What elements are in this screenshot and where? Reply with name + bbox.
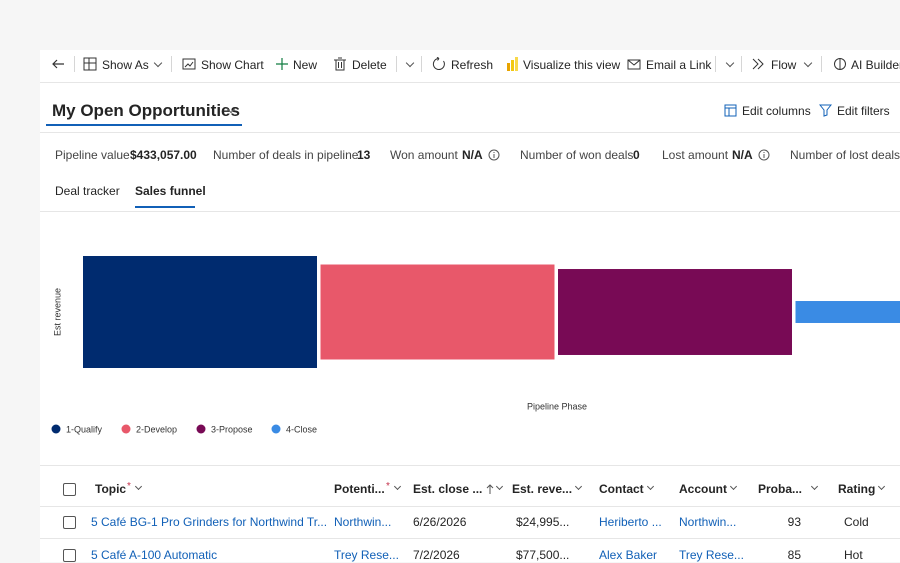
cell: 93 (752, 514, 801, 530)
cell[interactable]: Heriberto ... (599, 514, 662, 530)
divider (40, 465, 900, 466)
sort-icon (486, 484, 494, 494)
cell: Hot (844, 547, 863, 563)
cell[interactable]: Northwin... (334, 514, 391, 530)
column-header[interactable]: Proba... (758, 481, 802, 497)
y-axis-label: Est revenue (52, 288, 62, 336)
cell: $77,500... (516, 547, 569, 563)
cell[interactable]: Trey Rese... (334, 547, 399, 563)
x-axis-label: Pipeline Phase (527, 401, 587, 411)
column-header[interactable]: Topic (95, 481, 126, 497)
funnel-segment (321, 265, 555, 360)
legend-marker (197, 425, 206, 434)
legend-label: 2-Develop (136, 424, 177, 434)
cell[interactable]: 5 Café A-100 Automatic (91, 547, 217, 563)
column-header[interactable]: Est. reve... (512, 481, 572, 497)
legend-label: 4-Close (286, 424, 317, 434)
checkbox[interactable] (63, 549, 76, 562)
funnel-segment (83, 256, 317, 368)
column-header[interactable]: Account (679, 481, 727, 497)
divider (40, 506, 900, 507)
funnel-segment (796, 301, 900, 323)
legend-marker (272, 425, 281, 434)
checkbox[interactable] (63, 516, 76, 529)
funnel-segment (558, 269, 792, 355)
column-header[interactable]: Contact (599, 481, 644, 497)
legend-label: 3-Propose (211, 424, 253, 434)
cell[interactable]: Alex Baker (599, 547, 657, 563)
cell[interactable]: 5 Café BG-1 Pro Grinders for Northwind T… (91, 514, 327, 530)
funnel-chart: Est revenue Pipeline Phase 1-Qualify 2-De… (0, 0, 900, 462)
required-mark: * (386, 479, 390, 495)
required-mark: * (127, 479, 131, 495)
cell: 7/2/2026 (413, 547, 460, 563)
cell[interactable]: Trey Rese... (679, 547, 744, 563)
column-header[interactable]: Est. close ... (413, 481, 482, 497)
legend-label: 1-Qualify (66, 424, 103, 434)
column-header[interactable]: Potenti... (334, 481, 385, 497)
cell: 6/26/2026 (413, 514, 466, 530)
legend-marker (52, 425, 61, 434)
legend-marker (122, 425, 131, 434)
cell[interactable]: Northwin... (679, 514, 736, 530)
divider (40, 538, 900, 539)
cell: 85 (752, 547, 801, 563)
cell: $24,995... (516, 514, 569, 530)
checkbox[interactable] (63, 483, 76, 496)
column-header[interactable]: Rating (838, 481, 875, 497)
cell: Cold (844, 514, 869, 530)
